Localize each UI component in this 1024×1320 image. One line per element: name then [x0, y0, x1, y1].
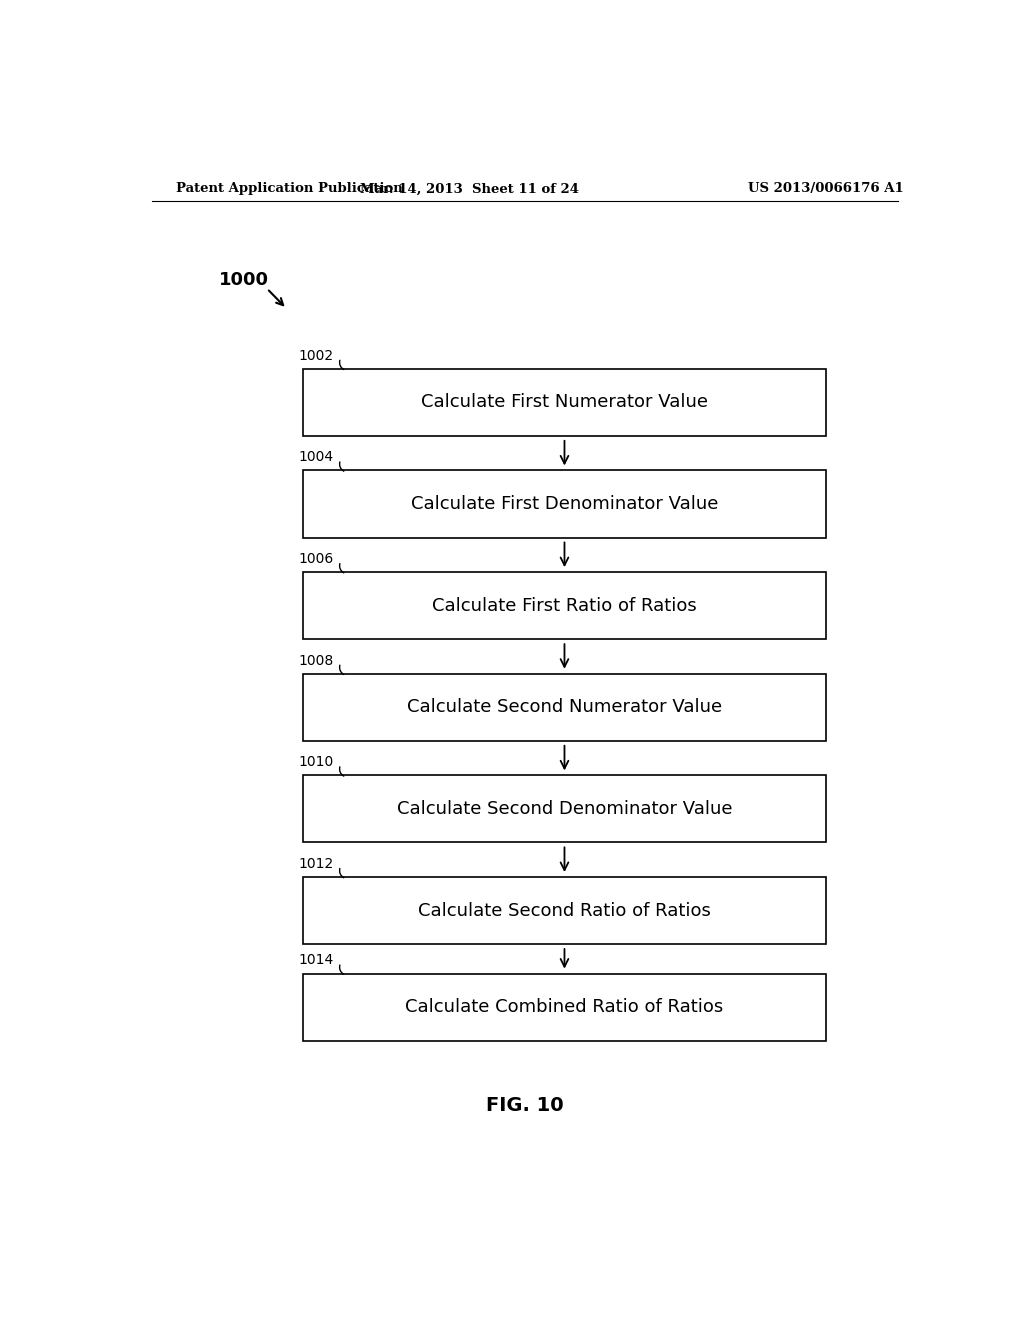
FancyBboxPatch shape	[303, 368, 826, 436]
Text: 1008: 1008	[299, 653, 334, 668]
Text: Calculate Combined Ratio of Ratios: Calculate Combined Ratio of Ratios	[406, 998, 724, 1016]
Text: 1012: 1012	[299, 857, 334, 871]
Text: 1014: 1014	[299, 953, 334, 968]
Text: 1004: 1004	[299, 450, 334, 465]
Text: Calculate First Ratio of Ratios: Calculate First Ratio of Ratios	[432, 597, 697, 615]
Text: 1010: 1010	[299, 755, 334, 770]
Text: Calculate Second Ratio of Ratios: Calculate Second Ratio of Ratios	[418, 902, 711, 920]
FancyBboxPatch shape	[303, 775, 826, 842]
Text: Mar. 14, 2013  Sheet 11 of 24: Mar. 14, 2013 Sheet 11 of 24	[359, 182, 579, 195]
Text: US 2013/0066176 A1: US 2013/0066176 A1	[749, 182, 904, 195]
Text: Patent Application Publication: Patent Application Publication	[176, 182, 402, 195]
Text: Calculate First Numerator Value: Calculate First Numerator Value	[421, 393, 708, 412]
FancyBboxPatch shape	[303, 673, 826, 741]
FancyBboxPatch shape	[303, 974, 826, 1040]
FancyBboxPatch shape	[303, 572, 826, 639]
FancyBboxPatch shape	[303, 876, 826, 944]
Text: Calculate Second Numerator Value: Calculate Second Numerator Value	[407, 698, 722, 717]
Text: 1002: 1002	[299, 348, 334, 363]
Text: FIG. 10: FIG. 10	[486, 1096, 563, 1115]
Text: Calculate Second Denominator Value: Calculate Second Denominator Value	[396, 800, 732, 818]
Text: 1000: 1000	[219, 272, 269, 289]
Text: 1006: 1006	[299, 552, 334, 566]
FancyBboxPatch shape	[303, 470, 826, 537]
Text: Calculate First Denominator Value: Calculate First Denominator Value	[411, 495, 718, 513]
